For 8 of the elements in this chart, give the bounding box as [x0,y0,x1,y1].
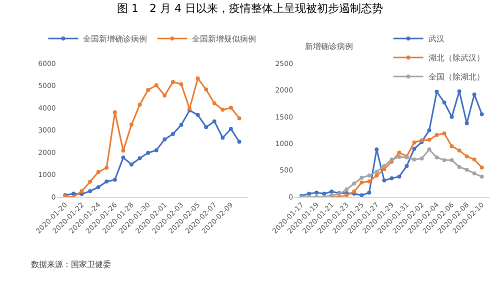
source-note: 数据来源：国家卫健委 [31,260,111,269]
y-axis-title: 新增确诊病例 [305,42,353,51]
legend-label: 全国新增疑似病例 [192,34,256,44]
legend-label: 全国新增确诊病例 [83,34,148,44]
legend-label: 武汉 [428,34,444,44]
legend-label: 全国（除湖北） [428,72,484,82]
legend-label: 湖北（除武汉） [428,54,484,63]
chart-title: 图 1 2 月 4 日以来，疫情整体上呈现被初步遏制态势 [117,2,383,15]
